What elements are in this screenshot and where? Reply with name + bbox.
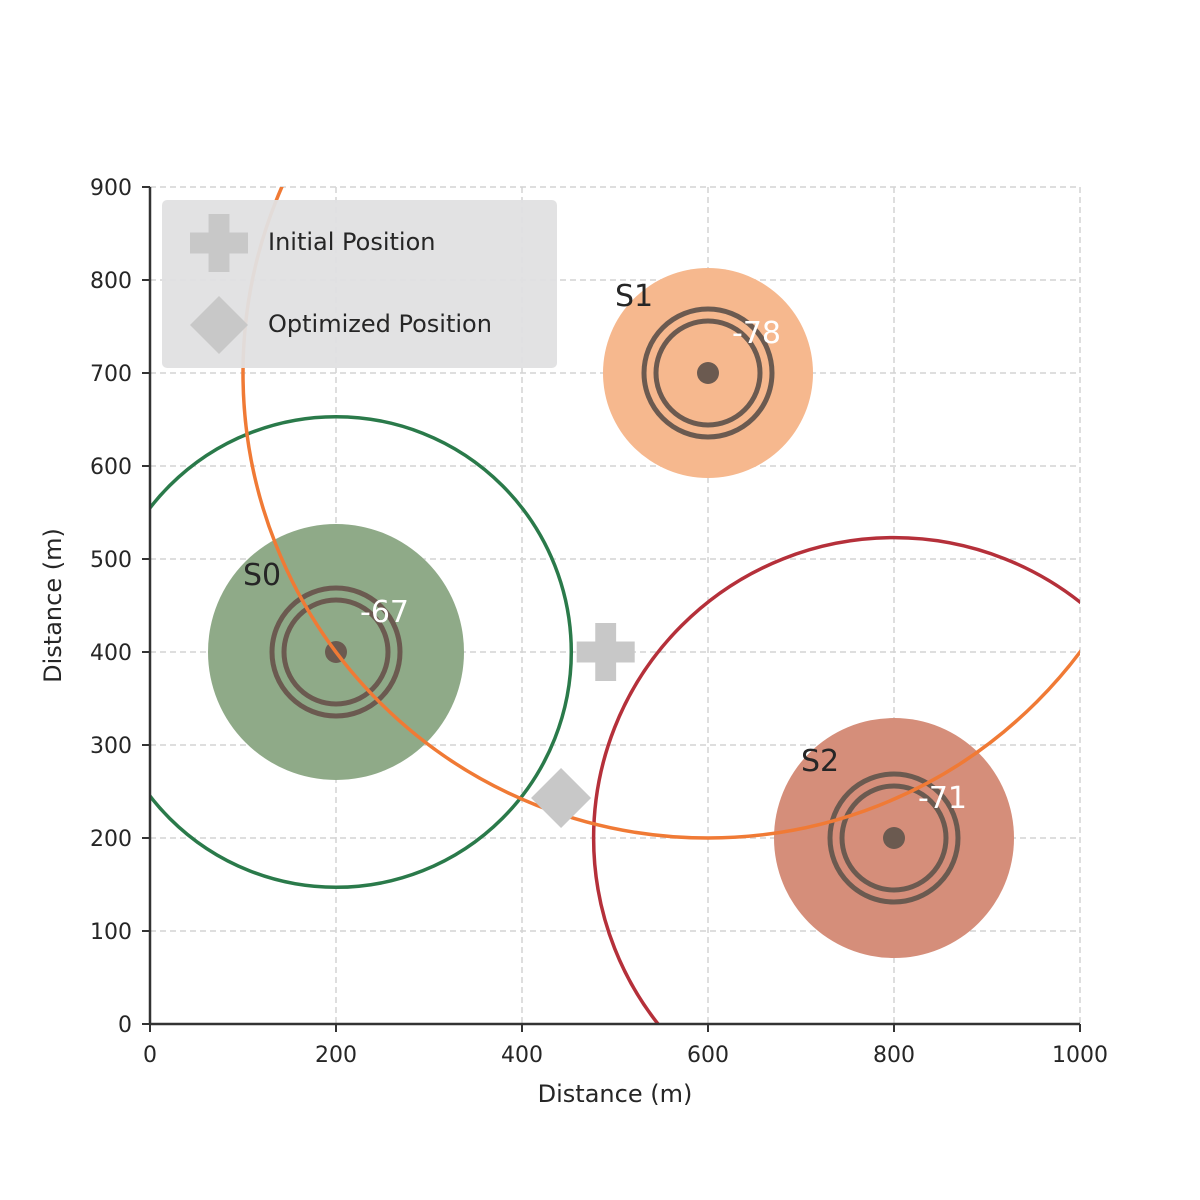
range-circle-s0 [150,415,573,889]
station-center [883,827,905,849]
station-ring-inner [653,318,763,428]
y-tick-label: 400 [90,641,132,666]
x-tick-label: 400 [501,1043,543,1068]
plot-area [150,187,1080,1024]
x-tick-label: 600 [687,1043,729,1068]
station-rssi: -67 [360,595,409,630]
station-label: S2 [801,744,839,779]
station-rssi: -78 [732,316,781,351]
x-tick-label: 1000 [1052,1043,1108,1068]
range-circle-s1 [241,187,1080,840]
station-center [697,362,719,384]
station-label: S1 [615,279,653,314]
y-tick-label: 900 [90,176,132,201]
y-tick-label: 300 [90,734,132,759]
y-tick-label: 600 [90,455,132,480]
y-tick-label: 0 [118,1013,132,1038]
station-label: S0 [243,558,281,593]
initial-position-marker [576,623,635,681]
station-ring-outer [269,585,403,719]
x-tick-label: 800 [873,1043,915,1068]
legend-optimized-icon [190,296,248,354]
station-ring-inner [839,783,949,893]
legend-optimized-label: Optimized Position [268,310,492,338]
x-axis-title: Distance (m) [538,1080,693,1108]
y-axis-title: Distance (m) [39,528,67,683]
x-tick-label: 200 [315,1043,357,1068]
station-ring-outer [641,306,775,440]
y-tick-label: 500 [90,548,132,573]
optimized-position-marker [531,768,592,829]
station-ring-inner [281,597,391,707]
y-tick-label: 800 [90,269,132,294]
legend-initial-label: Initial Position [268,228,435,256]
legend-initial-icon [190,214,248,272]
x-tick-label: 0 [143,1043,157,1068]
station-rssi: -71 [918,781,967,816]
axes: 0 200 400 600 800 1000 0 100 200 300 400 500 600 700 8… [39,176,1108,1108]
station-ring-outer [827,771,961,905]
y-tick-label: 100 [90,920,132,945]
y-tick-label: 700 [90,362,132,387]
legend-box [162,200,557,368]
legend: Initial Position Optimized Position [162,200,557,368]
y-tick-label: 200 [90,827,132,852]
station-labels: S0 -67 S1 -78 S2 -71 [243,279,967,816]
range-circle-s2 [591,535,1080,1024]
